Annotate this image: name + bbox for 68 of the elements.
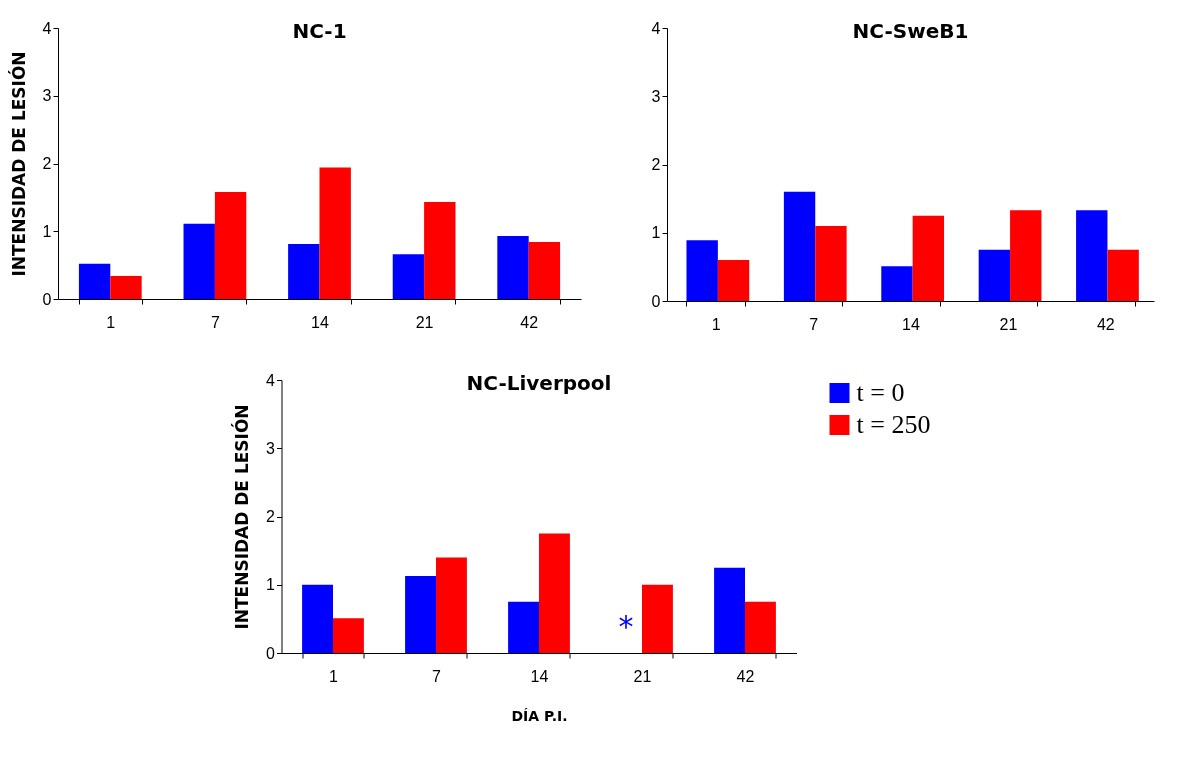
- y-tick-label: 0: [266, 644, 276, 662]
- annotation: *: [618, 609, 634, 645]
- x-tick-label: 7: [809, 315, 819, 333]
- bar: [912, 215, 945, 301]
- x-tick-label: 1: [711, 315, 721, 333]
- bar: [497, 235, 529, 299]
- y-tick-label: 1: [651, 224, 661, 242]
- bar: [214, 191, 247, 299]
- bar: [288, 244, 320, 299]
- chart-title: NC-1: [292, 19, 347, 43]
- y-tick-label: 2: [651, 156, 661, 173]
- bar: [1107, 249, 1139, 301]
- y-tick-label: 4: [42, 19, 52, 37]
- bar: [783, 191, 816, 301]
- y-tick-label: 1: [266, 576, 276, 594]
- x-tick-label: 14: [902, 315, 920, 333]
- bar: [1010, 210, 1042, 301]
- y-tick-label: 0: [42, 290, 52, 308]
- chart-title: NC-Liverpool: [466, 371, 612, 395]
- y-tick-label: 4: [266, 371, 276, 389]
- x-tick-label: 21: [415, 313, 434, 331]
- y-tick-label: 3: [42, 87, 52, 105]
- y-axis-title: INTENSIDAD DE LESIÓN: [231, 404, 253, 630]
- bar: [815, 225, 847, 301]
- x-tick-label: 1: [329, 667, 339, 685]
- bar: [183, 223, 215, 299]
- bar: [978, 249, 1011, 301]
- y-tick-label: 3: [266, 439, 276, 457]
- chart-title: NC-SweB1: [852, 19, 969, 43]
- y-axis-title: INTENSIDAD DE LESIÓN: [7, 51, 29, 277]
- y-tick-label: 2: [266, 508, 276, 525]
- x-tick-label: 1: [106, 313, 116, 331]
- bar: [405, 575, 436, 653]
- bar: [714, 567, 745, 653]
- y-tick-label: 2: [42, 155, 52, 172]
- x-tick-label: 42: [736, 667, 755, 685]
- x-tick-label: 21: [999, 315, 1018, 333]
- bar: [110, 275, 142, 299]
- y-tick-label: 3: [651, 87, 661, 105]
- bar: [686, 240, 718, 301]
- bar: [436, 557, 467, 653]
- bar: [881, 266, 913, 301]
- x-tick-label: 42: [1096, 315, 1115, 333]
- y-tick-label: 0: [651, 292, 661, 310]
- bar: [539, 533, 570, 653]
- bar: [302, 584, 333, 653]
- x-tick-label: 7: [432, 667, 442, 685]
- x-tick-label: 21: [633, 667, 652, 685]
- bar: [508, 601, 539, 653]
- bar: [717, 260, 750, 301]
- legend-label: t = 250: [856, 410, 931, 439]
- bar: [392, 254, 425, 299]
- x-tick-label: 42: [520, 313, 539, 331]
- bar: [424, 202, 456, 299]
- bar: [333, 618, 364, 653]
- legend-label: t = 0: [856, 378, 905, 407]
- bar: [745, 601, 776, 653]
- bar: [528, 242, 561, 299]
- bar: [78, 263, 111, 299]
- bar: [1076, 210, 1108, 301]
- y-tick-label: 4: [651, 19, 661, 37]
- x-axis-title: DÍA P.I.: [511, 707, 568, 724]
- bar: [642, 584, 673, 653]
- x-tick-label: 14: [311, 313, 329, 331]
- x-tick-label: 7: [210, 313, 220, 331]
- x-tick-label: 14: [530, 667, 549, 685]
- bar: [319, 167, 351, 299]
- y-tick-label: 1: [42, 222, 52, 240]
